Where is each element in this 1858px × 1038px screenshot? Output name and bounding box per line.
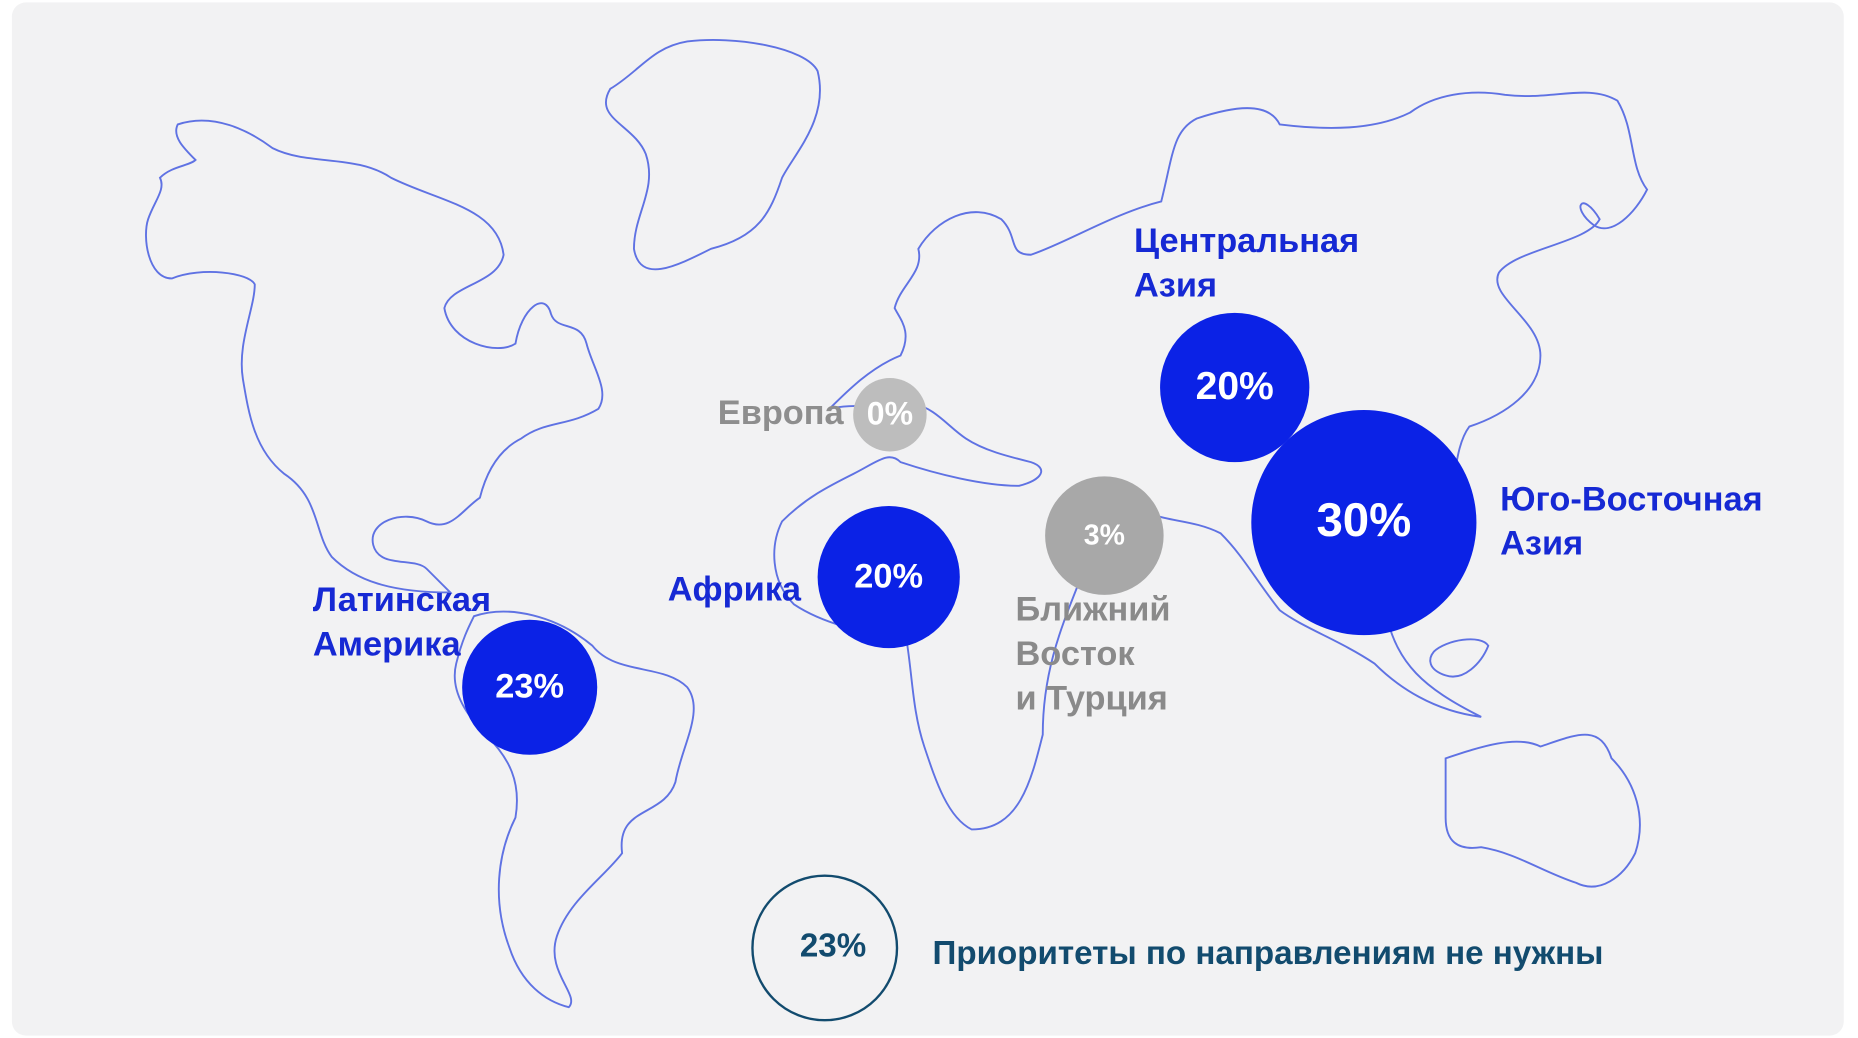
region-name: Америка xyxy=(313,625,462,663)
note-value: 23% xyxy=(800,928,866,965)
region-name: Ближний xyxy=(1016,591,1171,629)
note-circle xyxy=(751,874,899,1022)
region-name: Восток xyxy=(1016,635,1136,673)
region-name: Азия xyxy=(1500,525,1583,563)
region-name: Латинская xyxy=(313,581,491,619)
region-name: и Турция xyxy=(1016,679,1168,717)
region-value: 0% xyxy=(867,395,913,431)
region-bubble xyxy=(1251,409,1477,636)
region-name: Европа xyxy=(718,394,845,432)
regions: Европа 0% Центральная Азия 20% Юго-Восточная А… xyxy=(313,222,1763,1022)
australia xyxy=(1444,733,1641,888)
region-bubble xyxy=(1045,476,1164,595)
greenland xyxy=(604,39,821,271)
region-value: 20% xyxy=(854,557,923,595)
region-value: 23% xyxy=(495,668,564,706)
region-bubble xyxy=(462,619,598,755)
region-name: Африка xyxy=(668,570,802,608)
region-bubble xyxy=(817,505,960,649)
region-name: Центральная xyxy=(1134,222,1359,260)
region-bubble xyxy=(853,377,927,452)
region-value: 20% xyxy=(1196,365,1274,408)
region-value: 30% xyxy=(1316,494,1411,547)
north-america xyxy=(145,119,604,594)
note-text: Приоритеты по направлениям не нужны xyxy=(933,935,1604,972)
island xyxy=(1429,638,1490,678)
region-value: 3% xyxy=(1084,519,1125,551)
region-name: Азия xyxy=(1134,266,1217,304)
region-bubble xyxy=(1160,312,1310,463)
region-name: Юго-Восточная xyxy=(1500,480,1763,518)
